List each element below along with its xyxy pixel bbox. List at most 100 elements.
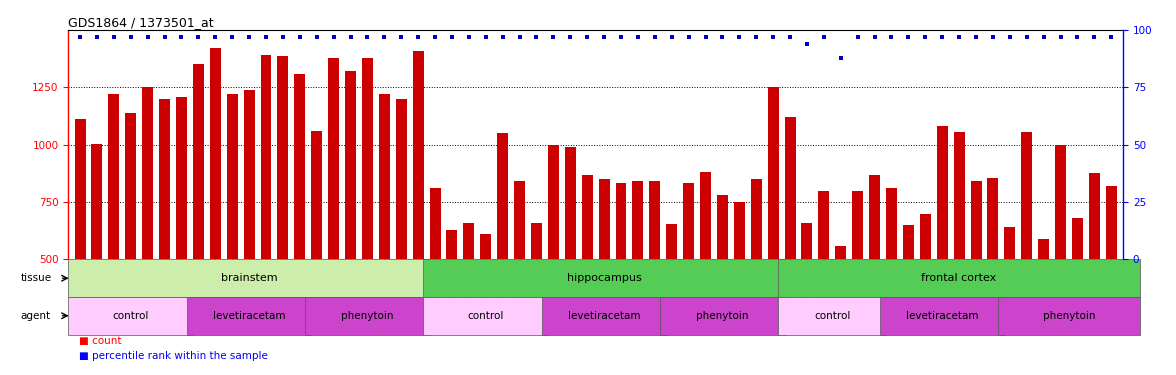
Point	[493, 34, 512, 40]
Point	[933, 34, 951, 40]
FancyBboxPatch shape	[719, 263, 727, 299]
FancyBboxPatch shape	[363, 263, 372, 299]
Point	[747, 34, 766, 40]
Bar	[768, 87, 779, 260]
FancyBboxPatch shape	[955, 263, 963, 299]
Bar	[802, 223, 813, 260]
FancyBboxPatch shape	[549, 263, 557, 299]
FancyBboxPatch shape	[397, 263, 406, 299]
Bar	[514, 182, 524, 260]
Text: phenytoin: phenytoin	[696, 311, 749, 321]
Point	[274, 34, 293, 40]
Bar	[954, 132, 964, 260]
Text: agent: agent	[21, 311, 51, 321]
FancyBboxPatch shape	[228, 263, 236, 299]
Bar	[345, 71, 356, 260]
Bar	[413, 51, 423, 260]
Text: levetiracetam: levetiracetam	[568, 311, 641, 321]
Point	[882, 34, 901, 40]
Bar	[784, 117, 795, 260]
Bar	[497, 133, 508, 260]
Point	[1001, 34, 1020, 40]
Text: levetiracetam: levetiracetam	[906, 311, 978, 321]
FancyBboxPatch shape	[347, 263, 355, 299]
Text: phenytoin: phenytoin	[1043, 311, 1095, 321]
Bar	[108, 94, 119, 260]
Point	[696, 34, 715, 40]
Point	[713, 34, 731, 40]
Bar	[1004, 227, 1015, 260]
FancyBboxPatch shape	[465, 263, 473, 299]
Point	[646, 34, 664, 40]
Bar	[920, 214, 930, 260]
Bar	[176, 96, 187, 260]
Point	[510, 34, 529, 40]
Point	[325, 34, 343, 40]
Bar	[970, 182, 982, 260]
FancyBboxPatch shape	[1074, 263, 1082, 299]
Bar	[649, 182, 660, 260]
Bar	[869, 174, 880, 260]
Point	[1068, 34, 1087, 40]
Bar	[447, 230, 457, 260]
Text: brainstem: brainstem	[221, 273, 278, 283]
Bar	[126, 112, 136, 260]
FancyBboxPatch shape	[888, 263, 896, 299]
Point	[307, 34, 326, 40]
FancyBboxPatch shape	[684, 263, 693, 299]
FancyBboxPatch shape	[938, 263, 947, 299]
FancyBboxPatch shape	[212, 263, 220, 299]
Bar	[362, 57, 373, 260]
FancyBboxPatch shape	[836, 263, 844, 299]
Bar	[74, 120, 86, 260]
Point	[206, 34, 225, 40]
Bar	[548, 145, 559, 260]
FancyBboxPatch shape	[600, 263, 608, 299]
Point	[460, 34, 479, 40]
FancyBboxPatch shape	[313, 263, 321, 299]
Bar	[1073, 218, 1083, 259]
Bar	[937, 126, 948, 260]
Bar	[480, 234, 492, 260]
Bar	[312, 131, 322, 260]
Bar	[278, 56, 288, 260]
Bar	[700, 172, 711, 260]
FancyBboxPatch shape	[904, 263, 913, 299]
Point	[815, 34, 834, 40]
Point	[442, 34, 461, 40]
Bar	[379, 94, 389, 260]
Bar	[998, 297, 1140, 334]
Point	[139, 34, 158, 40]
Bar	[396, 99, 407, 260]
FancyBboxPatch shape	[634, 263, 642, 299]
Bar	[599, 179, 609, 260]
Point	[87, 34, 106, 40]
Point	[341, 34, 360, 40]
Bar	[243, 90, 254, 260]
Point	[240, 34, 259, 40]
Point	[392, 34, 410, 40]
Point	[544, 34, 563, 40]
FancyBboxPatch shape	[735, 263, 743, 299]
FancyBboxPatch shape	[1107, 263, 1115, 299]
FancyBboxPatch shape	[295, 263, 303, 299]
Point	[763, 34, 782, 40]
Text: control: control	[113, 311, 149, 321]
FancyBboxPatch shape	[870, 263, 878, 299]
Point	[628, 34, 647, 40]
FancyBboxPatch shape	[753, 263, 761, 299]
Bar	[1089, 173, 1100, 260]
Bar	[1038, 239, 1049, 260]
Bar	[68, 297, 193, 334]
FancyBboxPatch shape	[971, 263, 980, 299]
Text: tissue: tissue	[21, 273, 52, 283]
FancyBboxPatch shape	[76, 263, 85, 299]
Bar	[818, 190, 829, 260]
Text: levetiracetam: levetiracetam	[213, 311, 286, 321]
FancyBboxPatch shape	[127, 263, 135, 299]
Point	[1017, 34, 1036, 40]
FancyBboxPatch shape	[803, 263, 811, 299]
FancyBboxPatch shape	[245, 263, 253, 299]
Point	[950, 34, 969, 40]
Point	[577, 34, 596, 40]
